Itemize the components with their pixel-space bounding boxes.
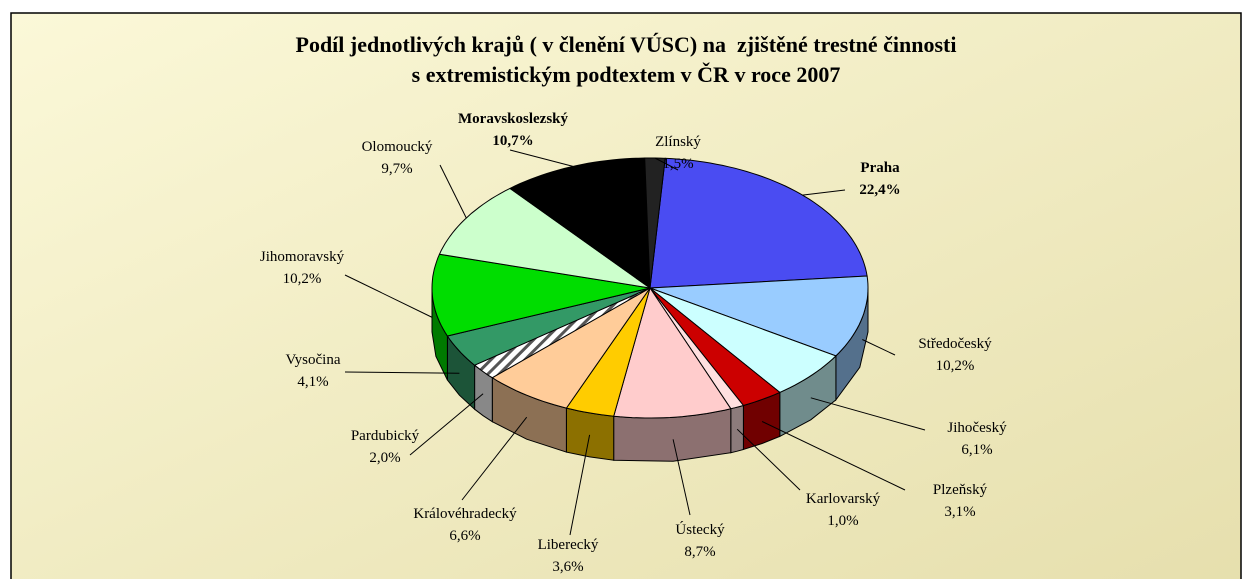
slice-label: Ústecký <box>675 521 725 538</box>
slice-label: Karlovarský <box>806 491 881 507</box>
leader-line <box>569 434 591 536</box>
slice <box>649 275 869 357</box>
slice <box>649 287 837 393</box>
leader-line <box>736 428 801 491</box>
slice-value-label: 10,2% <box>283 271 322 287</box>
leader-line <box>439 164 467 219</box>
slice-value-label: 3,1% <box>944 504 975 520</box>
leader-line <box>461 416 528 501</box>
slice-label: Jihomoravský <box>260 249 345 265</box>
slice-value-label: 3,6% <box>552 559 583 575</box>
slice-label: Vysočina <box>286 352 341 368</box>
slice-label: Moravskoslezský <box>458 111 568 127</box>
slice <box>473 287 651 379</box>
slice-label: Pardubický <box>351 428 420 444</box>
slice-value-label: 10,2% <box>936 358 975 374</box>
leader-line <box>761 421 906 491</box>
slice <box>491 287 651 409</box>
leader-line <box>509 149 574 167</box>
slice <box>446 287 651 366</box>
slice-side <box>730 404 744 454</box>
leader-line <box>672 439 691 516</box>
slice <box>438 187 651 289</box>
slice-value-label: 4,1% <box>297 374 328 390</box>
chart-title: Podíl jednotlivých krajů ( v členění VÚS… <box>296 32 957 57</box>
slice-label: Praha <box>860 160 900 176</box>
leader-line <box>802 189 846 196</box>
slice-label: Jihočeský <box>947 420 1007 436</box>
slice-value-label: 6,6% <box>449 528 480 544</box>
slice-label: Královéhradecký <box>413 506 517 522</box>
slice-value-label: 10,7% <box>492 133 533 149</box>
leader-line <box>344 274 433 318</box>
slice-value-label: 8,7% <box>684 544 715 560</box>
leader-line <box>862 339 896 356</box>
slice-value-label: 22,4% <box>859 182 900 198</box>
slice <box>613 286 732 419</box>
chart-title: s extremistickým podtextem v ČR v roce 2… <box>412 62 841 87</box>
slice-side <box>565 407 615 461</box>
slice-value-label: 1,5% <box>662 156 693 172</box>
slice-label: Zlínský <box>655 134 701 150</box>
slice-value-label: 9,7% <box>381 161 412 177</box>
slice-label: Středočeský <box>918 336 992 352</box>
leader-line <box>409 393 484 456</box>
slice <box>649 287 781 407</box>
slice <box>431 253 651 337</box>
slice-label: Plzeňský <box>933 482 988 498</box>
slice-value-label: 6,1% <box>961 442 992 458</box>
slice <box>565 287 651 417</box>
leader-line <box>810 397 926 431</box>
slice-value-label: 2,0% <box>369 450 400 466</box>
leader-line <box>654 157 679 171</box>
slice-label: Olomoucký <box>362 139 433 155</box>
leader-line <box>344 371 460 374</box>
slice-label: Liberecký <box>538 537 599 553</box>
slice-value-label: 1,0% <box>827 513 858 529</box>
